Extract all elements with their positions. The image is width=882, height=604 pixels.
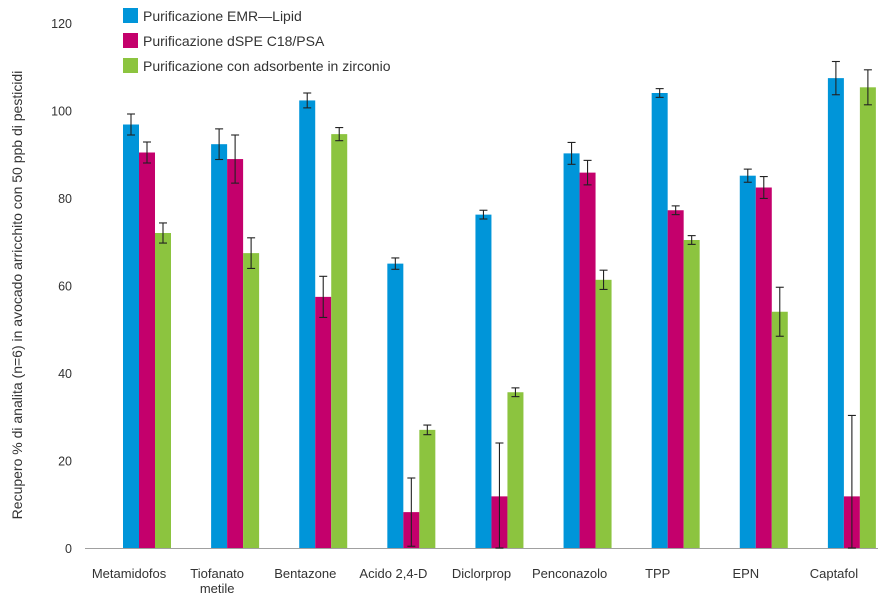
y-tick-label: 0 <box>65 542 72 556</box>
legend-item: Purificazione EMR—Lipid <box>123 8 302 24</box>
legend-label: Purificazione dSPE C18/PSA <box>143 33 325 49</box>
error-bar <box>759 176 768 199</box>
bar <box>387 263 404 548</box>
error-bar <box>775 286 784 337</box>
x-tick-label: Tiofanato metile <box>190 566 244 596</box>
bar <box>827 78 844 548</box>
bar <box>683 240 700 548</box>
error-bar <box>303 92 312 109</box>
error-bar <box>863 69 872 106</box>
y-tick-label: 80 <box>58 192 72 206</box>
bar <box>563 153 580 548</box>
x-tick-labels: Metamidofos Tiofanato metile Bentazone Acido… <box>92 566 858 596</box>
legend-swatch <box>123 8 138 23</box>
bar <box>331 134 348 548</box>
bar <box>315 296 332 548</box>
bar <box>755 187 772 548</box>
error-bar <box>143 141 151 164</box>
error-bar <box>423 424 432 436</box>
error-bar <box>319 275 328 318</box>
error-bar <box>687 235 696 245</box>
y-tick-label: 60 <box>58 280 72 294</box>
bar <box>739 175 756 548</box>
error-bar <box>407 477 416 547</box>
legend-item: Purificazione dSPE C18/PSA <box>123 33 325 49</box>
bar <box>475 214 492 548</box>
bar <box>123 124 139 548</box>
y-tick-label: 120 <box>51 17 72 31</box>
bar <box>579 172 596 548</box>
error-bar <box>511 387 520 398</box>
error-bar <box>847 414 856 549</box>
x-tick-label: EPN <box>732 566 759 581</box>
error-bar <box>479 209 488 220</box>
legend-swatch <box>123 58 138 73</box>
bar <box>211 144 228 548</box>
error-bar <box>127 113 135 136</box>
y-tick-label: 40 <box>58 367 72 381</box>
error-bar <box>567 141 576 165</box>
bar <box>507 392 524 548</box>
error-bar <box>495 442 504 549</box>
error-bars <box>127 60 872 549</box>
error-bar <box>215 128 224 161</box>
bar <box>419 429 436 548</box>
y-tick-label: 20 <box>58 455 72 469</box>
x-tick-label: Acido 2,4-D <box>359 566 427 581</box>
y-tick-label: 100 <box>51 105 72 119</box>
legend-label: Purificazione EMR—Lipid <box>143 8 302 24</box>
legend: Purificazione EMR—Lipid Purificazione dSP… <box>123 8 391 74</box>
error-bar <box>583 159 592 186</box>
x-tick-label: Captafol <box>810 566 859 581</box>
error-bar <box>247 237 256 269</box>
bar <box>667 210 684 548</box>
x-tick-label: Penconazolo <box>532 566 607 581</box>
bar <box>243 253 260 548</box>
bar <box>299 100 316 548</box>
x-tick-label: TPP <box>645 566 670 581</box>
bar <box>859 87 876 548</box>
legend-label: Purificazione con adsorbente in zirconio <box>143 58 391 74</box>
x-tick-label: Bentazone <box>274 566 336 581</box>
x-tick-label: Diclorprop <box>452 566 511 581</box>
error-bar <box>391 257 400 270</box>
bar <box>595 279 612 548</box>
error-bar <box>599 269 608 290</box>
error-bar <box>671 205 680 216</box>
error-bar <box>159 222 167 244</box>
bar <box>771 311 788 548</box>
error-bar <box>655 88 664 98</box>
bar <box>227 159 244 548</box>
legend-swatch <box>123 33 138 48</box>
y-axis-label: Recupero % di analita (n=6) in avocado a… <box>9 71 25 520</box>
bar <box>139 152 155 548</box>
error-bar <box>231 134 240 184</box>
bar <box>651 93 668 548</box>
error-bar <box>831 60 840 96</box>
x-tick-label: Metamidofos <box>92 566 167 581</box>
bar <box>155 233 171 548</box>
error-bar <box>743 168 752 183</box>
error-bar <box>335 127 344 142</box>
legend-item: Purificazione con adsorbente in zirconio <box>123 58 391 74</box>
y-tick-labels: 0 20 40 60 80 100 120 <box>51 17 72 556</box>
